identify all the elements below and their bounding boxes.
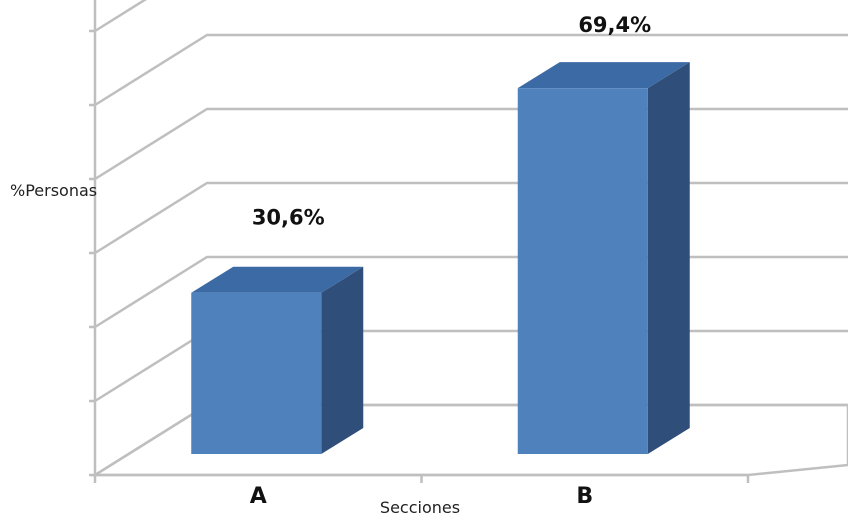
- bar-side: [647, 62, 690, 455]
- x-axis-title: Secciones: [380, 498, 460, 517]
- bar-front: [191, 292, 322, 454]
- chart-bars: [191, 62, 690, 455]
- data-label: 30,6%: [252, 206, 325, 230]
- gridline: [94, 0, 147, 33]
- gridline: [94, 107, 848, 181]
- data-label: 69,4%: [578, 13, 651, 37]
- bar-top: [191, 266, 364, 293]
- gridline: [94, 33, 848, 107]
- category-label: A: [250, 484, 267, 509]
- y-axis-title: %Personas: [10, 181, 97, 200]
- chart-labels: 30,6% A 69,4% B: [250, 13, 651, 509]
- bar-A: [191, 266, 364, 454]
- bar-front: [517, 88, 648, 455]
- bar-side: [321, 266, 364, 454]
- bar-top: [517, 62, 690, 89]
- chart-axes: [89, 0, 848, 483]
- gridline: [94, 181, 848, 255]
- category-label: B: [576, 484, 593, 509]
- bar-B: [517, 62, 690, 455]
